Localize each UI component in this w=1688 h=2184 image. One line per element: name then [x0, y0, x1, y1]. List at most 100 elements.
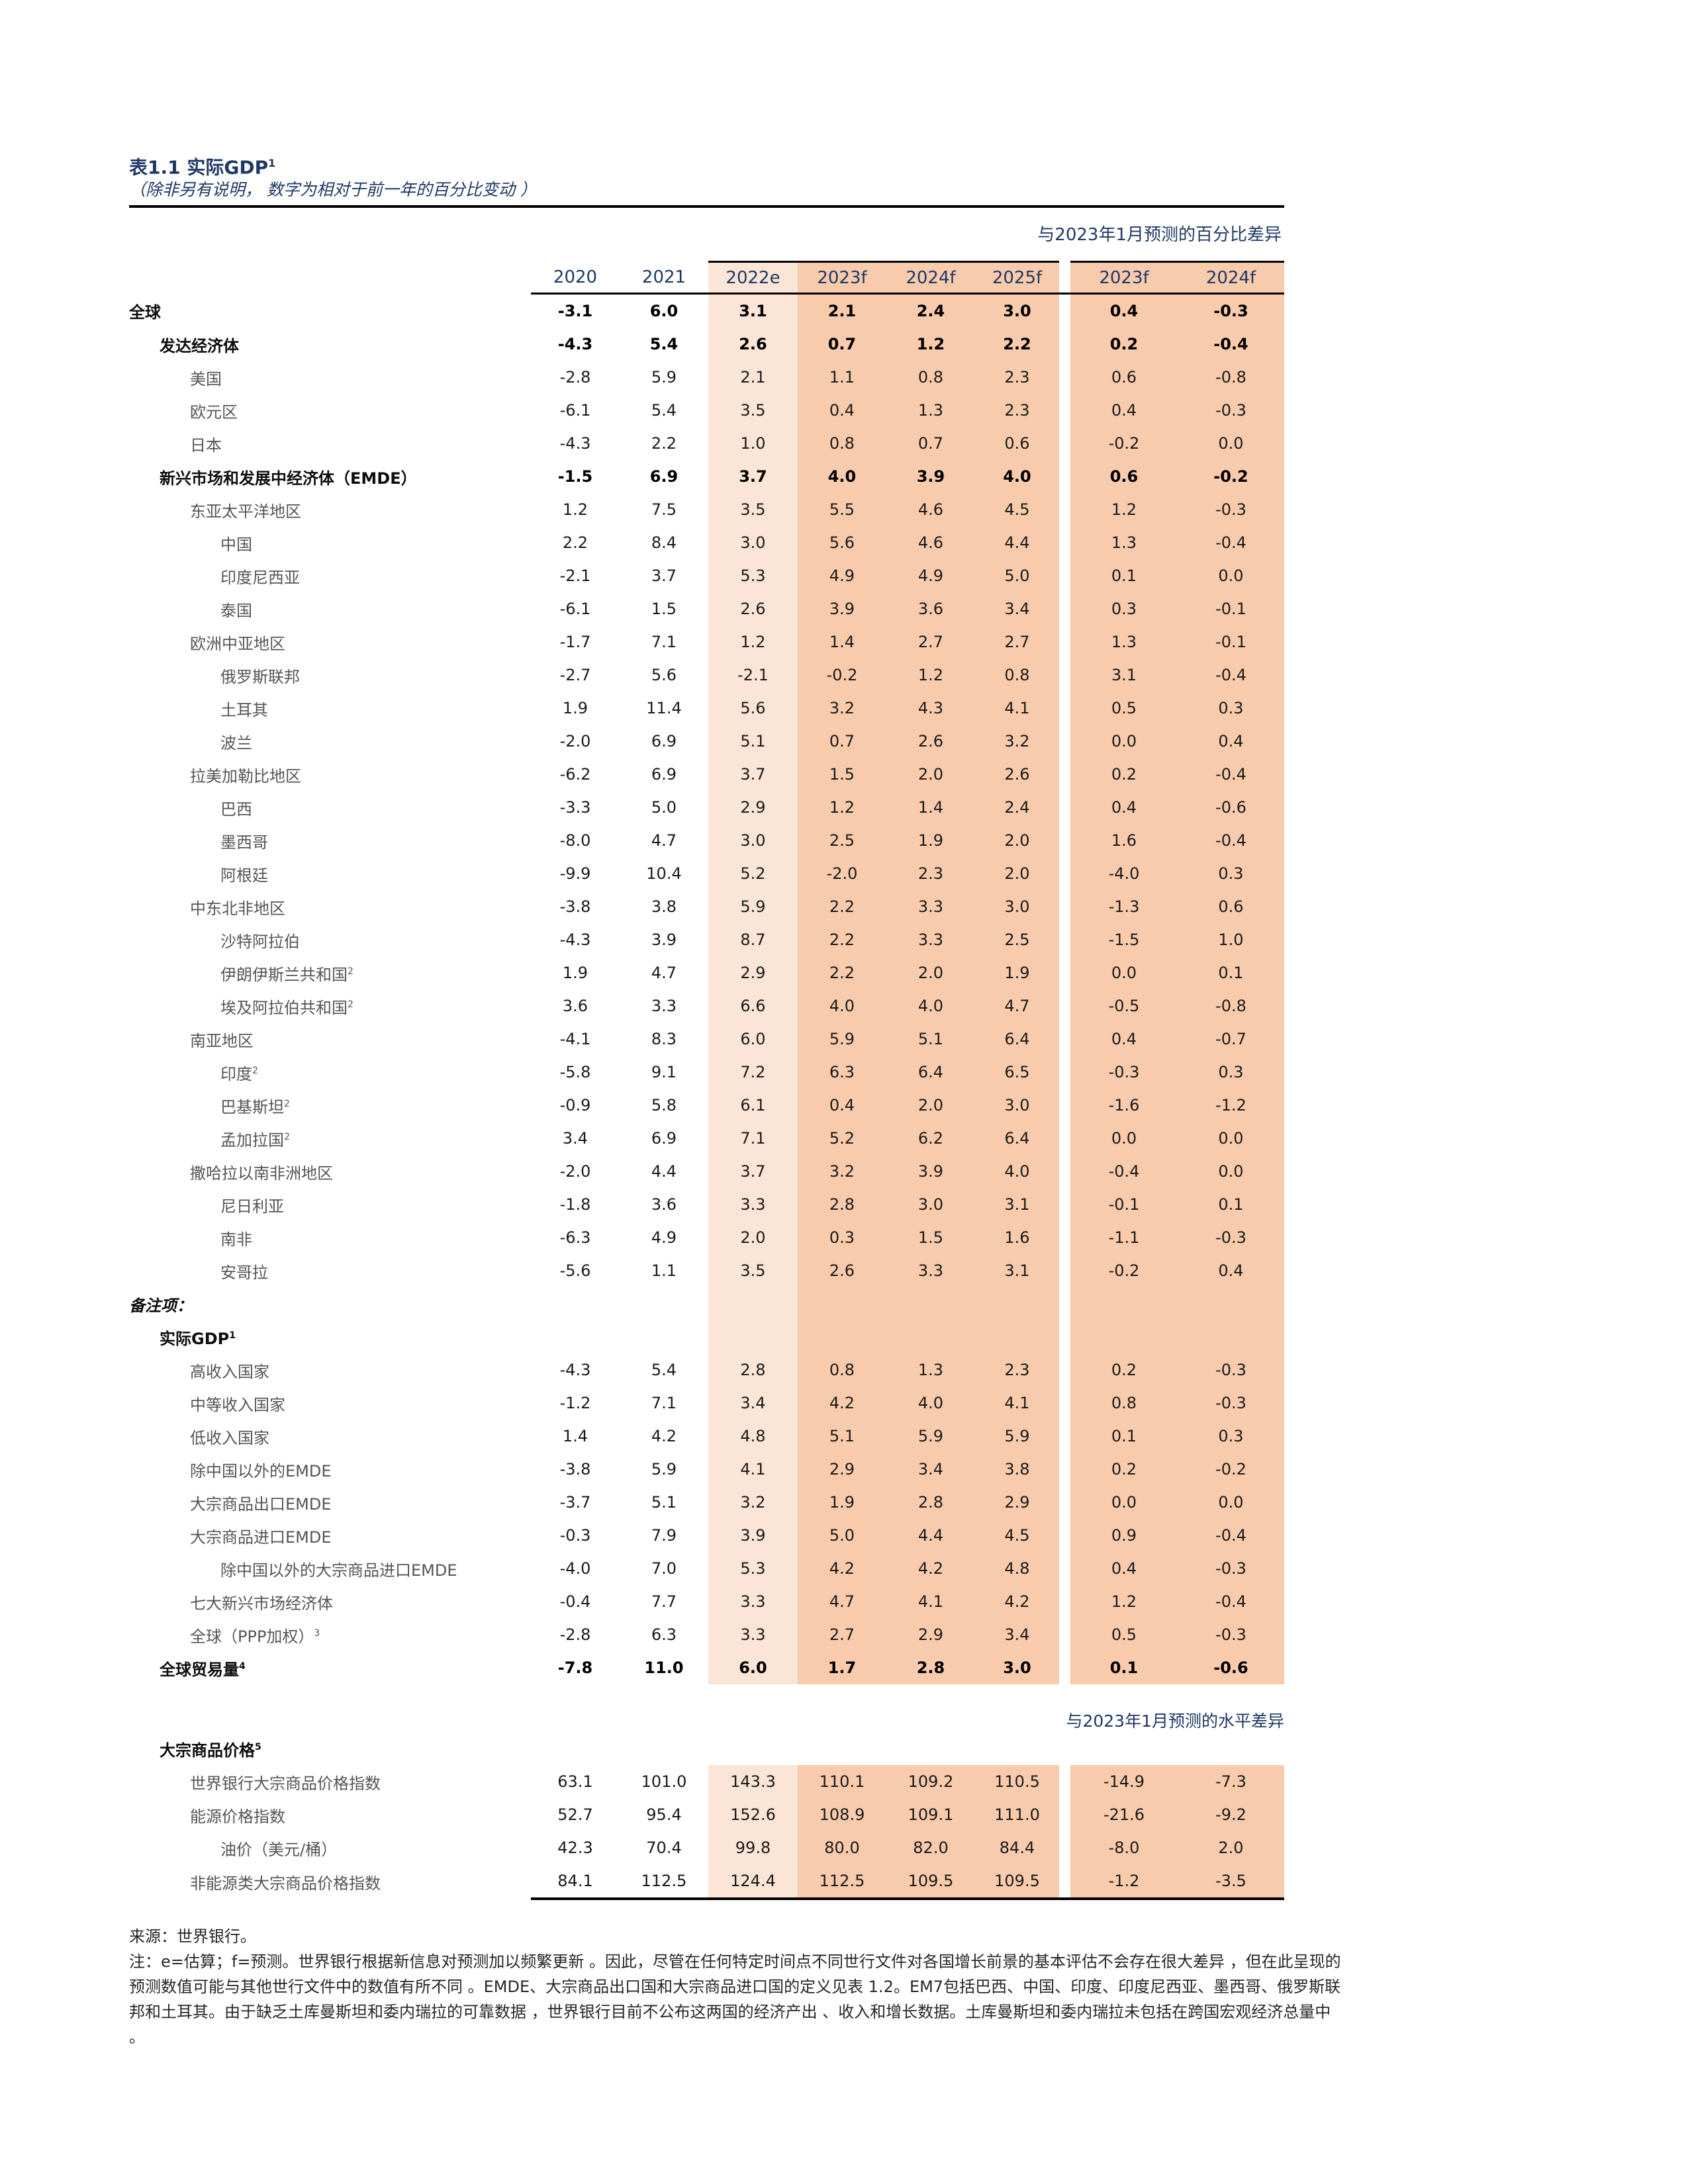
- cell: -5.6: [559, 1261, 591, 1281]
- cell: 84.4: [975, 1831, 1059, 1865]
- cell: 3.1: [708, 293, 798, 328]
- cell: -5.8: [559, 1063, 591, 1082]
- cell: 2.2: [562, 533, 588, 553]
- note-line: 。: [129, 2028, 145, 2047]
- cell: -1.7: [559, 633, 591, 652]
- column-gap: [1059, 1420, 1070, 1453]
- cell: -4.3: [559, 1361, 591, 1380]
- cell: 2.0: [1178, 1831, 1284, 1865]
- cell: 1.5: [798, 758, 886, 792]
- cell: [531, 1287, 620, 1320]
- column-gap: [1059, 692, 1070, 725]
- table-row: 中东北非地区 -3.8 3.8 5.9 2.2 3.3 3.0 -1.3 0.6: [129, 890, 1284, 924]
- cell: 2.3: [975, 1353, 1059, 1387]
- cell: 2.0: [708, 1221, 798, 1255]
- cell: 2.9: [886, 1618, 975, 1652]
- cell: 2.0: [975, 857, 1059, 891]
- cell: 3.9: [886, 1155, 975, 1189]
- cell: 4.7: [651, 831, 677, 850]
- cell: 2.6: [798, 1254, 886, 1288]
- cell: -0.4: [1178, 1519, 1284, 1553]
- column-gap: [1059, 625, 1070, 659]
- cell: 70.4: [646, 1839, 682, 1858]
- cell: -0.2: [1178, 460, 1284, 494]
- row-footnote-marker: 4: [239, 1661, 246, 1672]
- cell: 5.5: [798, 493, 886, 527]
- cell: 2.9: [975, 1486, 1059, 1520]
- row-label: 日本: [190, 435, 222, 455]
- cell: [531, 1320, 620, 1353]
- cell: 4.0: [798, 989, 886, 1023]
- cell: 0.3: [798, 1221, 886, 1255]
- table-row: 南亚地区 -4.1 8.3 6.0 5.9 5.1 6.4 0.4 -0.7: [129, 1023, 1284, 1056]
- cell: -0.5: [1070, 989, 1178, 1023]
- cell: 9.1: [651, 1063, 677, 1082]
- cell: 3.4: [562, 1129, 588, 1148]
- cell: 0.9: [1070, 1519, 1178, 1553]
- table-row: 大宗商品出口EMDE -3.7 5.1 3.2 1.9 2.8 2.9 0.0 0.0: [129, 1486, 1284, 1520]
- note-line: 注：e=估算；f=预测。世界银行根据新信息对预测加以频繁更新 。因此，尽管在任何…: [129, 1952, 1341, 1972]
- cell: 3.5: [708, 1254, 798, 1288]
- column-gap: [1059, 758, 1070, 791]
- cell: -4.1: [559, 1030, 591, 1049]
- cell: 3.2: [798, 1155, 886, 1189]
- cell: [1178, 1320, 1284, 1354]
- table-row: 大宗商品进口EMDE -0.3 7.9 3.9 5.0 4.4 4.5 0.9 -0.4: [129, 1519, 1284, 1553]
- cell: 110.1: [798, 1765, 886, 1799]
- cell: 3.5: [708, 493, 798, 527]
- table-block: 表1.1 实际GDP1 （除非另有说明， 数字为相对于前一年的百分比变动 ） 与…: [129, 152, 1341, 2050]
- column-gap: [1059, 1585, 1070, 1618]
- band1-caption: 与2023年1月预测的百分比差异: [1037, 225, 1282, 246]
- row-label: 欧元区: [190, 402, 238, 422]
- row-label: 撒哈拉以南非洲地区: [190, 1163, 333, 1183]
- cell: 2.5: [975, 923, 1059, 957]
- col-header: 2023f: [798, 261, 886, 295]
- cell: 2.8: [798, 1188, 886, 1222]
- cell: 112.5: [798, 1864, 886, 1901]
- cell: -0.4: [1178, 659, 1284, 692]
- cell: 3.9: [708, 1519, 798, 1553]
- column-gap: [1059, 1056, 1070, 1089]
- cell: 3.9: [651, 931, 677, 950]
- row-label: 备注项：: [129, 1296, 193, 1315]
- column-gap: [1059, 1651, 1070, 1684]
- cell: 1.3: [1070, 526, 1178, 560]
- cell: 7.1: [651, 1394, 677, 1413]
- table-row: 欧元区 -6.1 5.4 3.5 0.4 1.3 2.3 0.4 -0.3: [129, 394, 1284, 428]
- cell: -2.1: [708, 659, 798, 692]
- table-row: 沙特阿拉伯 -4.3 3.9 8.7 2.2 3.3 2.5 -1.5 1.0: [129, 923, 1284, 957]
- cell: 4.1: [975, 1387, 1059, 1420]
- cell: 2.6: [708, 328, 798, 361]
- cell: 3.6: [886, 592, 975, 626]
- cell: 1.1: [798, 361, 886, 394]
- cell: -4.0: [559, 1559, 591, 1578]
- cell: 10.4: [646, 864, 682, 884]
- cell: 4.0: [975, 1155, 1059, 1189]
- cell: 0.1: [1070, 1651, 1178, 1685]
- cell: 0.8: [798, 427, 886, 461]
- table-row: 高收入国家 -4.3 5.4 2.8 0.8 1.3 2.3 0.2 -0.3: [129, 1353, 1284, 1387]
- column-gap: [1059, 1387, 1070, 1420]
- row-label: 俄罗斯联邦: [220, 667, 300, 686]
- cell: 2.0: [886, 1089, 975, 1122]
- table-row: 大宗商品价格5: [129, 1732, 1284, 1765]
- cell: 4.1: [975, 692, 1059, 725]
- cell: 3.1: [1070, 659, 1178, 692]
- cell: -0.1: [1070, 1188, 1178, 1222]
- cell: 2.2: [798, 956, 886, 990]
- cell: 3.2: [708, 1486, 798, 1520]
- cell: [620, 1320, 708, 1353]
- cell: -1.1: [1070, 1221, 1178, 1255]
- cell: 4.9: [886, 559, 975, 593]
- cell: 0.4: [798, 1089, 886, 1122]
- cell: 2.7: [975, 625, 1059, 659]
- cell: 2.6: [708, 592, 798, 626]
- cell: 2.3: [975, 394, 1059, 428]
- cell: 6.1: [708, 1089, 798, 1122]
- column-header-row: 2020 2021 2022e 2023f 2024f 2025f 2023f 2024f: [129, 261, 1284, 295]
- cell: 5.6: [798, 526, 886, 560]
- cell: 3.6: [651, 1195, 677, 1214]
- row-label: 南亚地区: [190, 1031, 254, 1050]
- cell: 3.3: [651, 997, 677, 1016]
